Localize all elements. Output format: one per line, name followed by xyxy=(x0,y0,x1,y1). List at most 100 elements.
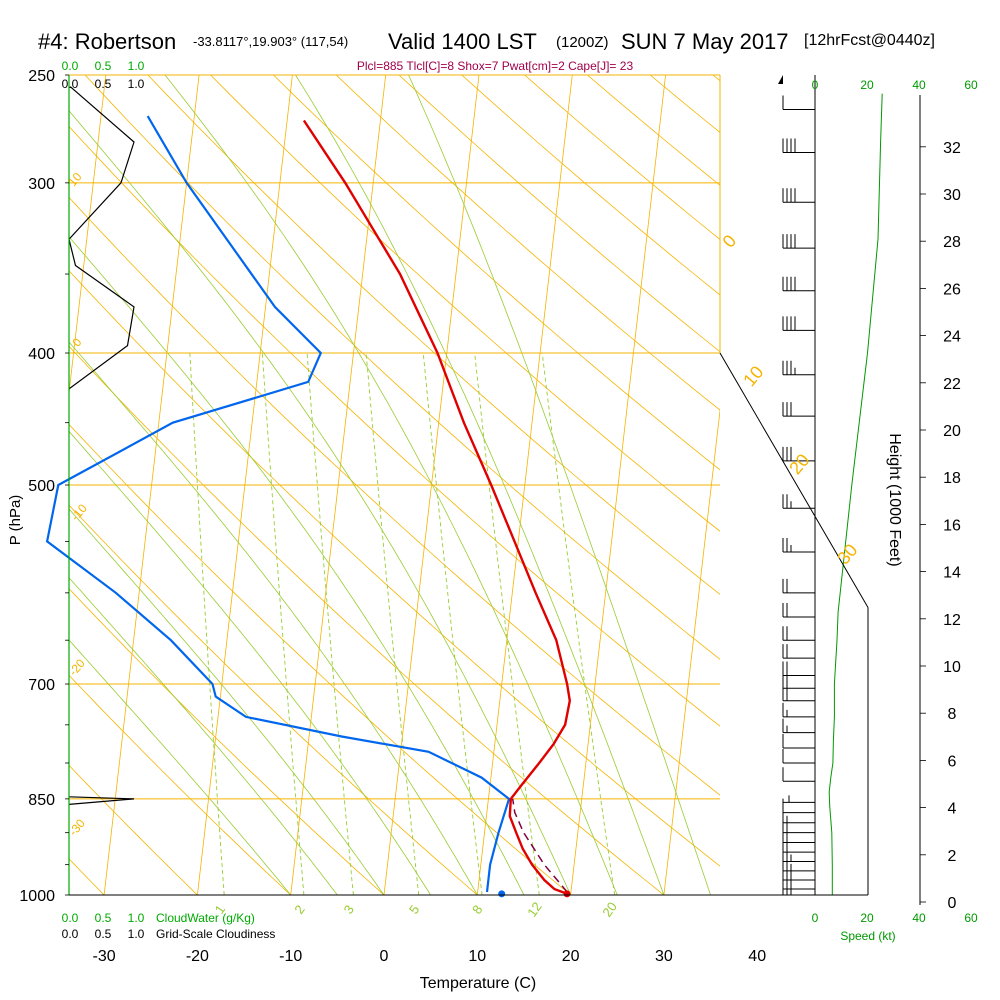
utc-time: (1200Z) xyxy=(556,34,609,51)
dry-adiabat-line xyxy=(69,196,720,796)
pressure-tick-label: 500 xyxy=(28,478,55,495)
wind-barb xyxy=(782,538,815,553)
dry-adiabat-label: 0 xyxy=(69,335,84,349)
height-tick-label: 18 xyxy=(943,470,961,487)
wind-barb xyxy=(782,234,815,249)
speed-top-tick: 20 xyxy=(860,78,874,92)
mixing-ratio-label: 2 xyxy=(291,902,307,917)
speed-bottom-tick: 60 xyxy=(964,911,978,925)
cloudwater-bottom-tick: 0.5 xyxy=(95,911,112,925)
cloudwater-top-tick: 1.0 xyxy=(128,59,145,73)
height-tick-label: 32 xyxy=(943,140,961,157)
cloudiness-top-tick: 0.5 xyxy=(95,77,112,91)
dry-adiabat-label: 0 xyxy=(719,231,741,252)
x-tick-label: -20 xyxy=(186,948,209,965)
dry-adiabat-line xyxy=(398,75,720,353)
moist-adiabat-line xyxy=(69,341,478,895)
height-tick-label: 26 xyxy=(943,281,961,298)
x-tick-label: 20 xyxy=(562,948,580,965)
dry-adiabat-line xyxy=(335,75,720,411)
speed-bottom-tick: 40 xyxy=(912,911,926,925)
wind-barb xyxy=(782,734,815,749)
dewpoint-surface-marker xyxy=(498,890,506,898)
dry-adiabat-label: -10 xyxy=(68,501,90,524)
cloudwater-bottom-tick: 1.0 xyxy=(128,911,145,925)
wind-barb xyxy=(782,602,815,618)
wind-barb xyxy=(782,276,815,292)
height-scale-diagonal xyxy=(719,352,869,608)
y-axis-label: P (hPa) xyxy=(7,495,24,546)
sounding-profiles xyxy=(45,115,572,898)
wind-barb xyxy=(782,188,815,203)
wind-barb xyxy=(782,856,815,872)
height-tick-label: 8 xyxy=(948,706,957,723)
moist-adiabat-line xyxy=(69,236,525,895)
wind-barb xyxy=(782,578,815,594)
dry-adiabat-line xyxy=(69,345,665,895)
moist-adiabat-line xyxy=(295,75,665,895)
axes xyxy=(65,74,926,905)
forecast-info: [12hrFcst@0440z] xyxy=(804,32,935,49)
cloudiness-top-tick: 0.0 xyxy=(62,77,79,91)
wind-barb xyxy=(782,702,815,718)
moist-adiabat-line xyxy=(69,430,431,895)
height-tick-label: 24 xyxy=(943,329,961,346)
valid-time: Valid 1400 LST xyxy=(388,29,537,54)
wind-barb xyxy=(782,838,815,853)
cloud-spike-line xyxy=(69,796,135,805)
x-axis-label: Temperature (C) xyxy=(420,975,536,992)
wind-barb xyxy=(782,95,815,110)
pressure-tick-label: 1000 xyxy=(19,888,55,905)
cloudiness-scale-label: Grid-Scale Cloudiness xyxy=(156,927,275,941)
title-bar: #4: Robertson -33.8117°,19.903° (117,54)… xyxy=(0,24,1000,64)
wind-panel xyxy=(778,75,883,896)
wind-barb-pennant xyxy=(778,75,783,84)
mixing-ratio-line xyxy=(306,352,354,895)
cloudwater-bottom-tick: 0.0 xyxy=(62,911,79,925)
moist-adiabat-line xyxy=(408,75,711,895)
wind-barb xyxy=(782,767,815,782)
wind-barb xyxy=(782,446,815,462)
dry-adiabat-line xyxy=(69,674,291,895)
dry-adiabat-label: 20 xyxy=(785,450,813,478)
station-title: #4: Robertson xyxy=(38,29,177,54)
cloudiness-top-tick: 1.0 xyxy=(128,77,145,91)
cloud-panel xyxy=(69,86,135,805)
wind-barb xyxy=(782,686,815,702)
height-tick-label: 0 xyxy=(948,895,957,912)
isotherm-line xyxy=(0,75,13,895)
dry-adiabat-line xyxy=(69,504,478,895)
wind-barb xyxy=(782,718,815,734)
cloudwater-top-tick: 0.0 xyxy=(62,59,79,73)
moist-adiabat-line xyxy=(69,577,338,895)
wind-speed-line xyxy=(828,93,883,895)
cloudiness-line xyxy=(69,86,135,390)
speed-top-tick: 40 xyxy=(912,78,926,92)
speed-bottom-tick: 0 xyxy=(812,911,819,925)
forecast-date: SUN 7 May 2017 xyxy=(621,29,789,54)
pressure-tick-label: 850 xyxy=(28,792,55,809)
pressure-tick-label: 300 xyxy=(28,176,55,193)
height-tick-label: 4 xyxy=(948,801,957,818)
speed-bottom-tick: 20 xyxy=(860,911,874,925)
x-tick-label: 30 xyxy=(655,948,673,965)
speed-scale-label: Speed (kt) xyxy=(840,929,895,943)
wind-barb xyxy=(782,494,815,509)
wind-barb xyxy=(782,749,815,764)
isotherm-line xyxy=(757,75,852,895)
height-tick-label: 20 xyxy=(943,423,961,440)
dry-adiabat-line xyxy=(69,423,571,895)
wind-barb xyxy=(782,360,815,376)
dry-adiabat-line xyxy=(84,75,720,660)
pressure-tick-label: 250 xyxy=(28,68,55,85)
pressure-tick-label: 400 xyxy=(28,346,55,363)
wind-barb xyxy=(782,316,815,331)
height-axis-label: Height (1000 Feet) xyxy=(886,433,903,566)
height-tick-label: 2 xyxy=(948,848,957,865)
temperature-line xyxy=(302,119,572,895)
mixing-ratio-line xyxy=(365,352,420,895)
cloudwater-scale-label: CloudWater (g/Kg) xyxy=(156,911,255,925)
moist-adiabat-line xyxy=(164,75,618,895)
wind-barb xyxy=(782,818,815,834)
